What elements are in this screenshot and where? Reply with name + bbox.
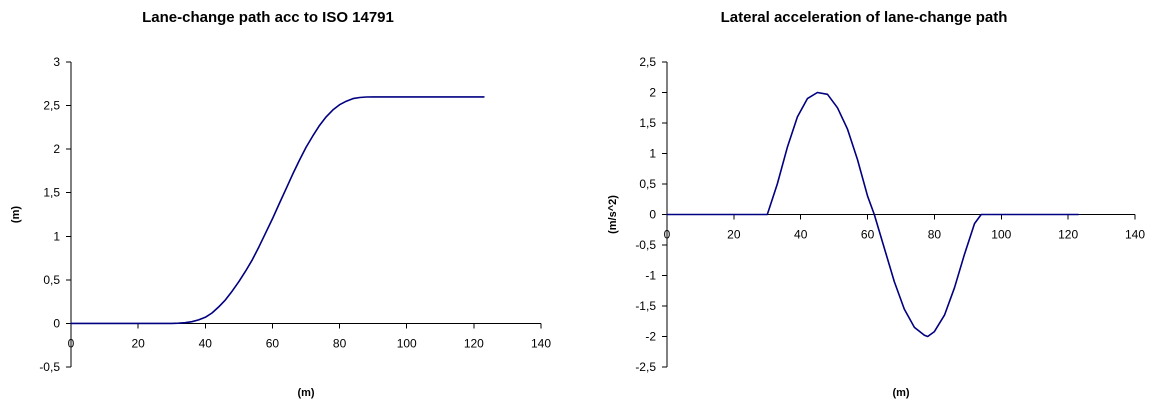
x-tick-label: 20 <box>727 228 741 242</box>
x-tick-label: 120 <box>1058 228 1078 242</box>
x-axis-label: (m) <box>297 387 314 399</box>
chart-title: Lateral acceleration of lane-change path <box>721 9 1008 26</box>
x-axis-label: (m) <box>892 387 909 399</box>
y-axis-label: (m/s^2) <box>607 195 619 234</box>
y-tick-label: 1,5 <box>43 186 60 200</box>
x-tick-label: 80 <box>333 336 347 350</box>
y-tick-label: -1,5 <box>635 299 656 313</box>
x-tick-label: 0 <box>664 228 671 242</box>
y-tick-label: 3 <box>53 55 60 69</box>
y-tick-label: -0,5 <box>39 360 60 374</box>
x-tick-label: 60 <box>861 228 875 242</box>
y-tick-label: 0 <box>53 316 60 330</box>
x-tick-label: 40 <box>794 228 808 242</box>
y-tick-label: 2 <box>649 86 656 100</box>
y-tick-label: 1 <box>53 229 60 243</box>
chart-lane-change-path: Lane-change path acc to ISO 14791 -0,5 0 0,… <box>10 9 551 399</box>
y-tick-label: -1 <box>645 269 656 283</box>
x-tick-label: 120 <box>464 336 484 350</box>
x-tick-label: 40 <box>199 336 213 350</box>
y-tick-label: 0 <box>649 208 656 222</box>
x-tick-label: 20 <box>131 336 145 350</box>
x-tick-label: 140 <box>1125 228 1145 242</box>
series-line <box>70 96 485 325</box>
series-line <box>666 91 1079 338</box>
chart-title: Lane-change path acc to ISO 14791 <box>142 9 394 26</box>
y-tick-label: 2,5 <box>639 55 656 69</box>
y-tick-label: 2 <box>53 142 60 156</box>
y-tick-label: -0,5 <box>635 238 656 252</box>
y-tick-label: -2,5 <box>635 360 656 374</box>
x-tick-label: 0 <box>68 336 75 350</box>
x-tick-label: 100 <box>397 336 417 350</box>
x-tick-label: 80 <box>928 228 942 242</box>
x-tick-label: 100 <box>991 228 1011 242</box>
y-tick-label: 1 <box>649 147 656 161</box>
x-tick-label: 140 <box>531 336 551 350</box>
y-tick-label: -2 <box>645 330 656 344</box>
y-axis-label: (m) <box>10 206 22 223</box>
x-tick-label: 60 <box>266 336 280 350</box>
y-tick-label: 1,5 <box>639 116 656 130</box>
y-tick-label: 0,5 <box>43 273 60 287</box>
chart-lateral-acceleration: Lateral acceleration of lane-change path… <box>607 9 1145 399</box>
y-tick-label: 2,5 <box>43 99 60 113</box>
y-tick-label: 0,5 <box>639 177 656 191</box>
